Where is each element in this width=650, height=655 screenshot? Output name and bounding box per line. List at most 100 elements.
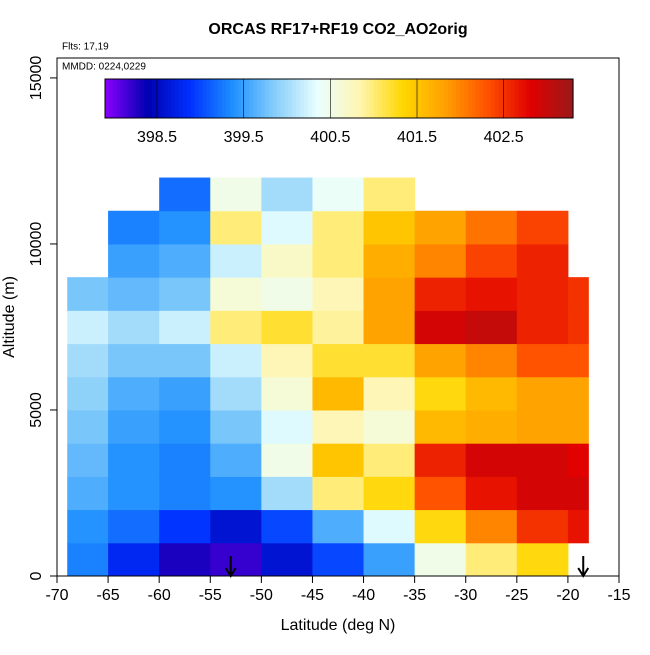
heat-cell — [516, 542, 569, 577]
heat-cell — [516, 376, 569, 411]
colorbar-swatch — [112, 79, 118, 118]
colorbar-swatch — [518, 79, 523, 118]
heat-cell — [159, 376, 211, 411]
colorbar-swatch — [214, 79, 219, 118]
colorbar-swatch — [319, 79, 324, 118]
colorbar-swatch — [300, 79, 305, 118]
colorbar-swatch — [327, 79, 332, 118]
heat-cell — [312, 343, 365, 378]
heat-cell — [465, 443, 518, 477]
colorbar-swatch — [183, 79, 188, 118]
x-tick-label: -70 — [45, 587, 68, 604]
heat-cell — [67, 277, 109, 311]
heat-cell — [312, 310, 365, 345]
colorbar-swatch — [128, 79, 133, 118]
colorbar-swatch — [175, 79, 180, 118]
colorbar-swatch — [370, 79, 375, 118]
colorbar-swatch — [565, 79, 570, 118]
colorbar-swatch — [163, 79, 168, 118]
colorbar-swatch — [389, 79, 395, 118]
heat-cell — [567, 409, 589, 444]
heat-cell — [67, 509, 109, 544]
heat-cell — [261, 409, 313, 444]
colorbar-swatch — [144, 79, 149, 118]
heat-cell — [159, 509, 211, 544]
heat-cell — [516, 210, 569, 245]
colorbar-swatch — [459, 79, 465, 118]
heat-cell — [465, 409, 518, 444]
colorbar-swatch — [495, 79, 500, 118]
heat-cell — [414, 376, 467, 411]
colorbar-swatch — [514, 79, 519, 118]
colorbar-swatch — [233, 79, 239, 118]
colorbar-swatch — [456, 79, 461, 118]
colorbar-swatch — [471, 79, 477, 118]
heat-cell — [414, 277, 467, 311]
colorbar-swatch — [249, 79, 254, 118]
colorbar-swatch — [253, 79, 258, 118]
colorbar-swatch — [413, 79, 418, 118]
colorbar-swatch — [179, 79, 184, 118]
colorbar-swatch — [140, 79, 145, 118]
heat-cell — [159, 542, 211, 577]
colorbar-swatch — [506, 79, 512, 118]
heat-cell — [516, 243, 569, 278]
colorbar-swatch — [120, 79, 126, 118]
heat-cell — [312, 443, 365, 477]
heat-cell — [414, 409, 467, 444]
heat-cell — [67, 542, 109, 577]
heat-cell — [363, 443, 416, 477]
colorbar-swatch — [424, 79, 430, 118]
heat-cell — [363, 243, 416, 278]
heat-cell — [516, 509, 569, 544]
colorbar-swatch — [498, 79, 504, 118]
heat-cell — [363, 277, 416, 311]
colorbar-swatch — [557, 79, 562, 118]
heat-cell — [312, 542, 365, 577]
heat-cell — [108, 542, 160, 577]
heat-cell — [159, 243, 211, 278]
heat-cell — [159, 310, 211, 345]
heat-cell — [465, 376, 518, 411]
colorbar-swatch — [264, 79, 270, 118]
heat-cell — [159, 443, 211, 477]
colorbar-swatch — [545, 79, 551, 118]
heat-cell — [67, 310, 109, 345]
colorbar-swatch — [202, 79, 207, 118]
heat-cell — [363, 542, 416, 577]
colorbar-swatch — [186, 79, 192, 118]
heat-cell — [363, 376, 416, 411]
colorbar-swatch — [467, 79, 473, 118]
colorbar-swatch — [553, 79, 558, 118]
heat-cell — [414, 210, 467, 245]
y-tick-label: 15000 — [28, 56, 45, 101]
heat-cell — [261, 310, 313, 345]
heat-cell — [67, 443, 109, 477]
colorbar-swatch — [303, 79, 309, 118]
arrow — [224, 556, 237, 578]
colorbar-swatch — [428, 79, 434, 118]
colorbar-swatch — [206, 79, 211, 118]
colorbar-swatch — [229, 79, 235, 118]
colorbar-swatch — [440, 79, 445, 118]
heat-cell — [210, 409, 262, 444]
colorbar-swatch — [218, 79, 223, 118]
colorbar-swatch — [475, 79, 480, 118]
heat-cell — [210, 343, 262, 378]
x-tick-label: -50 — [250, 587, 273, 604]
heat-cell — [67, 343, 109, 378]
colorbar-swatch — [374, 79, 379, 118]
heat-cell — [261, 376, 313, 411]
heat-cell — [567, 310, 589, 345]
heat-cell — [465, 210, 518, 245]
colorbar-swatch — [272, 79, 278, 118]
colorbar-swatch — [561, 79, 566, 118]
heat-cell — [210, 542, 262, 577]
heat-cell — [516, 443, 569, 477]
heat-cell — [363, 310, 416, 345]
x-tick-label: -65 — [97, 587, 120, 604]
colorbar-swatch — [549, 79, 555, 118]
colorbar-swatch — [530, 79, 535, 118]
heat-cell — [210, 509, 262, 544]
colorbar-tick-label: 400.5 — [310, 129, 350, 146]
